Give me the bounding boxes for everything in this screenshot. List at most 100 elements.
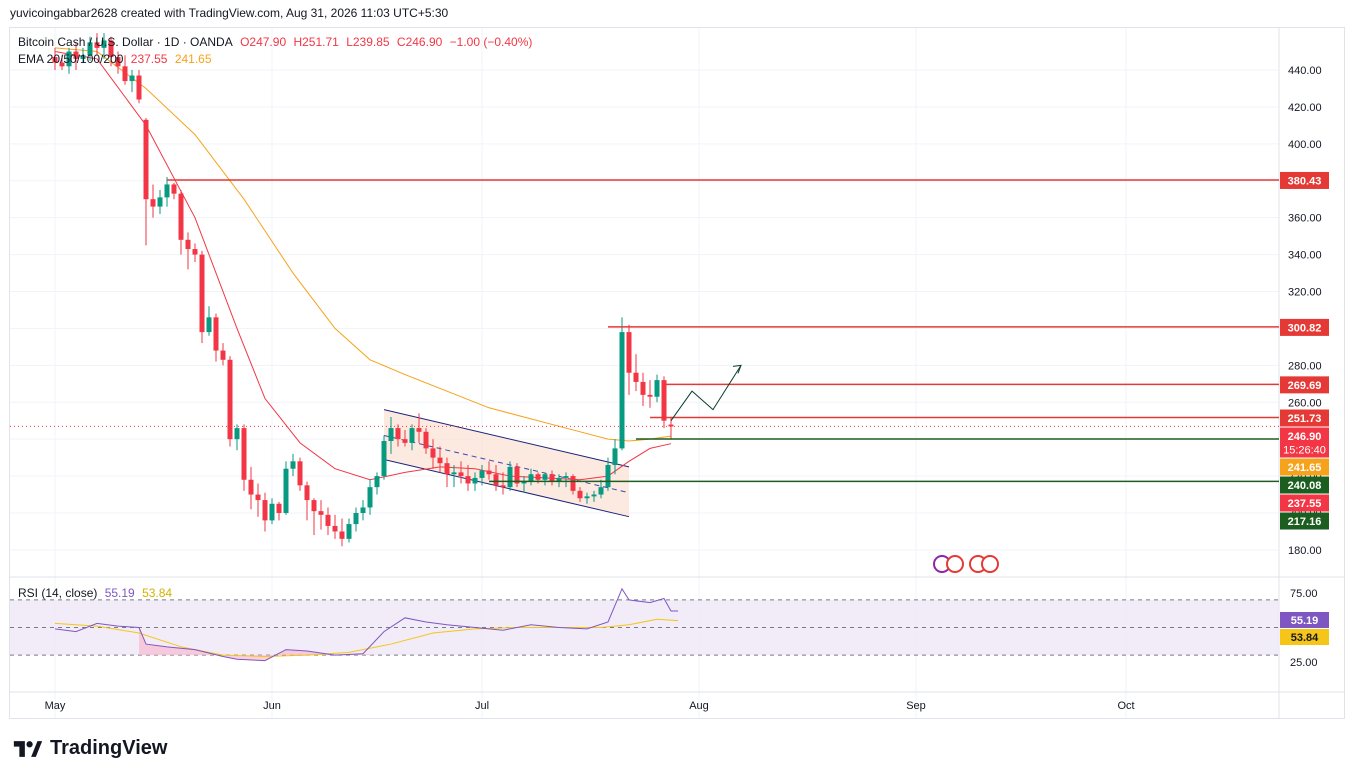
candle-up: [591, 494, 597, 497]
candle-down: [430, 448, 436, 458]
price-tick-label: 400.00: [1288, 139, 1322, 151]
event-flag-icon: [946, 555, 964, 573]
candle-down: [213, 317, 219, 351]
candle-up: [234, 428, 240, 440]
price-axis-tag-label: 217.16: [1288, 516, 1322, 528]
price-axis-tag-label: 269.69: [1288, 380, 1322, 392]
time-tick-label: Aug: [689, 700, 709, 712]
rsi-tick-label: 75.00: [1290, 588, 1318, 600]
candle-up: [353, 513, 359, 525]
price-axis-tag-label: 241.65: [1288, 462, 1322, 474]
candle-up: [556, 477, 562, 482]
candle-up: [612, 448, 618, 466]
candle-up: [66, 51, 72, 67]
projection-path: [670, 365, 742, 421]
candle-up: [472, 477, 478, 484]
legend-change: −1.00 (−0.40%): [449, 35, 533, 49]
candle-down: [444, 463, 450, 475]
candle-up: [87, 42, 93, 56]
candle-down: [668, 424, 674, 427]
legend-close: C246.90: [396, 35, 443, 49]
candle-down: [493, 474, 499, 486]
price-tick-label: 440.00: [1288, 65, 1322, 77]
candle-down: [304, 485, 310, 501]
price-tick-label: 320.00: [1288, 287, 1322, 299]
candle-up: [381, 441, 387, 477]
candle-down: [115, 57, 121, 67]
rsi-tick-label: 25.00: [1290, 657, 1318, 669]
legend-symbol: Bitcoin Cash / U.S. Dollar · 1D · OANDA: [18, 35, 233, 49]
candle-up: [619, 332, 625, 449]
candle-down: [171, 184, 177, 194]
price-tick-label: 260.00: [1288, 397, 1322, 409]
rsi-axis-tag: [1280, 629, 1329, 645]
candle-up: [346, 524, 352, 539]
candle-down: [255, 494, 261, 501]
price-axis-tag: [1280, 409, 1329, 427]
candle-down: [633, 372, 639, 382]
candle-down: [416, 428, 422, 432]
candle-down: [577, 490, 583, 499]
chart-frame: [9, 27, 1345, 719]
candle-down: [108, 40, 114, 58]
price-axis-tag-label: 251.73: [1288, 413, 1322, 425]
candle-down: [248, 479, 254, 495]
candle-down: [220, 350, 226, 360]
candle-down: [661, 380, 667, 421]
candle-down: [150, 199, 156, 207]
candle-up: [283, 468, 289, 513]
candle-down: [276, 503, 282, 513]
candle-down: [122, 66, 128, 82]
candle-down: [241, 428, 247, 480]
rsi-axis-tag-label: 55.19: [1291, 615, 1319, 627]
candle-up: [101, 40, 107, 48]
candle-up: [521, 481, 527, 484]
time-tick-label: Oct: [1117, 700, 1134, 712]
candle-down: [626, 332, 632, 373]
price-tick-label: 420.00: [1288, 102, 1322, 114]
candle-down: [227, 359, 233, 440]
time-tick-label: Jul: [475, 700, 489, 712]
price-axis-tag: [1280, 512, 1329, 530]
time-tick-label: Jun: [263, 700, 281, 712]
candle-down: [136, 75, 142, 100]
rsi-line: [54, 587, 678, 662]
channel-fill: [384, 409, 629, 517]
candle-down: [549, 474, 555, 482]
price-axis-tag-label: 246.90: [1288, 431, 1322, 443]
rsi-legend: RSI (14, close) 55.19 53.84: [18, 586, 176, 600]
price-axis-tag: [1280, 376, 1329, 394]
candle-down: [514, 466, 520, 484]
candle-down: [185, 239, 191, 250]
candle-down: [325, 514, 331, 526]
candle-up: [360, 507, 366, 513]
candle-up: [654, 380, 660, 397]
candle-down: [73, 51, 79, 59]
candle-down: [465, 476, 471, 484]
candle-down: [311, 500, 317, 512]
candle-down: [192, 249, 198, 255]
legend-low: L239.85: [346, 35, 390, 49]
candle-up: [206, 317, 212, 333]
candle-down: [199, 254, 205, 333]
candle-down: [535, 474, 541, 480]
candle-down: [318, 511, 324, 515]
candle-up: [290, 461, 296, 469]
candle-down: [458, 472, 464, 477]
candle-down: [402, 439, 408, 443]
candle-up: [528, 474, 534, 482]
ema-legend: EMA 20/50/100/200 237.55 241.65: [18, 52, 216, 66]
candle-up: [584, 496, 590, 499]
candle-up: [507, 466, 513, 488]
candle-down: [59, 62, 65, 67]
candle-down: [647, 394, 653, 397]
price-tick-label: 180.00: [1288, 545, 1322, 557]
candle-up: [157, 197, 163, 207]
candle-down: [178, 193, 184, 240]
price-axis-tag-label: 240.08: [1288, 480, 1322, 492]
candle-up: [563, 476, 569, 478]
candle-down: [570, 476, 576, 491]
candle-up: [605, 465, 611, 488]
price-axis-tag: [1280, 458, 1329, 476]
